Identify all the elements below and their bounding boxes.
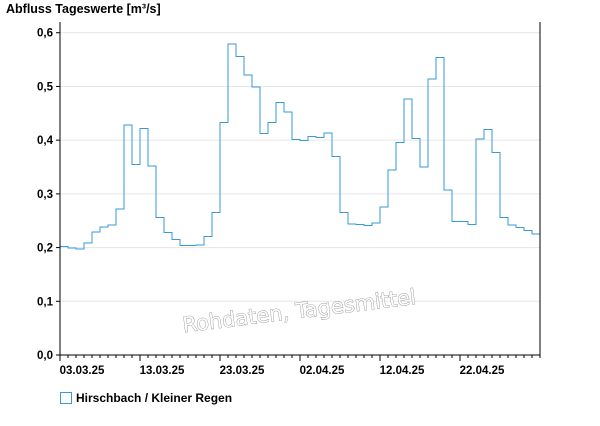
grid-layer bbox=[60, 32, 540, 302]
y-tick-label: 0,6 bbox=[37, 28, 53, 40]
watermark-text: Rohdaten, Tagesmittel bbox=[181, 285, 417, 337]
x-tick-label: 12.04.25 bbox=[380, 365, 425, 377]
legend-label: Hirschbach / Kleiner Regen bbox=[76, 391, 233, 405]
chart-title: Abfluss Tageswerte [m³/s] bbox=[6, 2, 161, 16]
series-line bbox=[60, 43, 540, 250]
label-layer: 0,0 0,1 0,2 0,3 0,4 0,5 0,6 03.03.25 13.03.25 23.… bbox=[37, 28, 505, 377]
y-tick-label: 0,1 bbox=[37, 296, 54, 308]
axis-layer bbox=[56, 22, 541, 361]
y-tick-label: 0,5 bbox=[37, 81, 54, 93]
x-tick-label: 22.04.25 bbox=[460, 365, 505, 377]
x-tick-label: 23.03.25 bbox=[220, 365, 265, 377]
y-tick-label: 0,0 bbox=[37, 350, 53, 362]
y-tick-label: 0,3 bbox=[37, 189, 53, 201]
x-tick-label: 02.04.25 bbox=[300, 365, 345, 377]
watermark-layer: Rohdaten, Tagesmittel bbox=[181, 284, 418, 337]
y-tick-label: 0,2 bbox=[37, 243, 53, 255]
y-tick-label: 0,4 bbox=[37, 135, 54, 147]
x-tick-label: 03.03.25 bbox=[60, 365, 105, 377]
series-layer bbox=[60, 43, 540, 250]
legend-swatch bbox=[60, 392, 72, 404]
legend: Hirschbach / Kleiner Regen bbox=[60, 391, 232, 405]
x-tick-label: 13.03.25 bbox=[140, 365, 185, 377]
